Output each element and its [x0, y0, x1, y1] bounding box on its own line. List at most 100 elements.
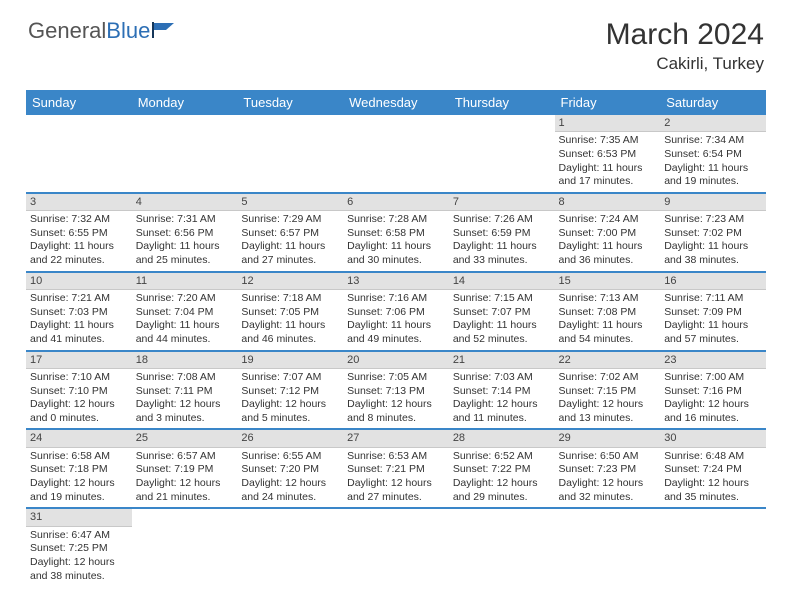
daylight-line: Daylight: 11 hours and 49 minutes.: [347, 319, 445, 346]
day-cell: 18Sunrise: 7:08 AMSunset: 7:11 PMDayligh…: [132, 351, 238, 430]
daylight-line: Daylight: 12 hours and 13 minutes.: [559, 398, 657, 425]
daylight-line: Daylight: 12 hours and 5 minutes.: [241, 398, 339, 425]
sunrise-line: Sunrise: 7:15 AM: [453, 292, 551, 306]
sunset-line: Sunset: 7:18 PM: [30, 463, 128, 477]
calendar-table: SundayMondayTuesdayWednesdayThursdayFrid…: [26, 90, 766, 586]
logo-text-second: Blue: [106, 18, 150, 44]
day-details: Sunrise: 7:05 AMSunset: 7:13 PMDaylight:…: [343, 369, 449, 429]
sunrise-line: Sunrise: 7:05 AM: [347, 371, 445, 385]
sunrise-line: Sunrise: 7:18 AM: [241, 292, 339, 306]
sunset-line: Sunset: 7:15 PM: [559, 385, 657, 399]
day-number: 4: [132, 194, 238, 211]
sunrise-line: Sunrise: 6:57 AM: [136, 450, 234, 464]
location: Cakirli, Turkey: [606, 54, 764, 74]
day-number: 18: [132, 352, 238, 369]
sunrise-line: Sunrise: 7:02 AM: [559, 371, 657, 385]
day-number: 30: [660, 430, 766, 447]
day-cell: 12Sunrise: 7:18 AMSunset: 7:05 PMDayligh…: [237, 272, 343, 351]
day-cell: 16Sunrise: 7:11 AMSunset: 7:09 PMDayligh…: [660, 272, 766, 351]
sunrise-line: Sunrise: 7:08 AM: [136, 371, 234, 385]
sunrise-line: Sunrise: 7:21 AM: [30, 292, 128, 306]
day-cell: [449, 508, 555, 586]
sunrise-line: Sunrise: 7:31 AM: [136, 213, 234, 227]
sunrise-line: Sunrise: 6:52 AM: [453, 450, 551, 464]
day-cell: 25Sunrise: 6:57 AMSunset: 7:19 PMDayligh…: [132, 429, 238, 508]
daylight-line: Daylight: 11 hours and 22 minutes.: [30, 240, 128, 267]
day-cell: 8Sunrise: 7:24 AMSunset: 7:00 PMDaylight…: [555, 193, 661, 272]
day-cell: 24Sunrise: 6:58 AMSunset: 7:18 PMDayligh…: [26, 429, 132, 508]
day-cell: [555, 508, 661, 586]
sunrise-line: Sunrise: 6:48 AM: [664, 450, 762, 464]
sunset-line: Sunset: 7:22 PM: [453, 463, 551, 477]
day-details: Sunrise: 7:18 AMSunset: 7:05 PMDaylight:…: [237, 290, 343, 350]
day-header: Thursday: [449, 90, 555, 115]
calendar-body: 1Sunrise: 7:35 AMSunset: 6:53 PMDaylight…: [26, 115, 766, 586]
month-title: March 2024: [606, 18, 764, 52]
day-cell: [237, 508, 343, 586]
day-details: Sunrise: 7:34 AMSunset: 6:54 PMDaylight:…: [660, 132, 766, 192]
daylight-line: Daylight: 12 hours and 29 minutes.: [453, 477, 551, 504]
day-details: Sunrise: 7:29 AMSunset: 6:57 PMDaylight:…: [237, 211, 343, 271]
daylight-line: Daylight: 11 hours and 46 minutes.: [241, 319, 339, 346]
day-number: 19: [237, 352, 343, 369]
sunrise-line: Sunrise: 7:13 AM: [559, 292, 657, 306]
day-header: Tuesday: [237, 90, 343, 115]
day-details: Sunrise: 6:58 AMSunset: 7:18 PMDaylight:…: [26, 448, 132, 508]
day-cell: [449, 115, 555, 193]
day-number: 28: [449, 430, 555, 447]
day-cell: 15Sunrise: 7:13 AMSunset: 7:08 PMDayligh…: [555, 272, 661, 351]
sunset-line: Sunset: 7:14 PM: [453, 385, 551, 399]
sunset-line: Sunset: 7:04 PM: [136, 306, 234, 320]
day-details: Sunrise: 6:52 AMSunset: 7:22 PMDaylight:…: [449, 448, 555, 508]
day-cell: 1Sunrise: 7:35 AMSunset: 6:53 PMDaylight…: [555, 115, 661, 193]
logo-text-first: General: [28, 18, 106, 44]
day-number: 15: [555, 273, 661, 290]
daylight-line: Daylight: 12 hours and 11 minutes.: [453, 398, 551, 425]
day-details: Sunrise: 7:07 AMSunset: 7:12 PMDaylight:…: [237, 369, 343, 429]
daylight-line: Daylight: 12 hours and 8 minutes.: [347, 398, 445, 425]
day-number: 6: [343, 194, 449, 211]
daylight-line: Daylight: 11 hours and 27 minutes.: [241, 240, 339, 267]
day-cell: 28Sunrise: 6:52 AMSunset: 7:22 PMDayligh…: [449, 429, 555, 508]
day-number: 23: [660, 352, 766, 369]
daylight-line: Daylight: 11 hours and 41 minutes.: [30, 319, 128, 346]
day-details: Sunrise: 6:47 AMSunset: 7:25 PMDaylight:…: [26, 527, 132, 587]
day-details: Sunrise: 7:08 AMSunset: 7:11 PMDaylight:…: [132, 369, 238, 429]
sunset-line: Sunset: 7:21 PM: [347, 463, 445, 477]
daylight-line: Daylight: 12 hours and 21 minutes.: [136, 477, 234, 504]
sunset-line: Sunset: 6:54 PM: [664, 148, 762, 162]
day-number: 24: [26, 430, 132, 447]
daylight-line: Daylight: 12 hours and 24 minutes.: [241, 477, 339, 504]
day-number: 16: [660, 273, 766, 290]
day-number: 26: [237, 430, 343, 447]
sunrise-line: Sunrise: 7:26 AM: [453, 213, 551, 227]
week-row: 10Sunrise: 7:21 AMSunset: 7:03 PMDayligh…: [26, 272, 766, 351]
week-row: 3Sunrise: 7:32 AMSunset: 6:55 PMDaylight…: [26, 193, 766, 272]
day-number: 27: [343, 430, 449, 447]
sunset-line: Sunset: 6:58 PM: [347, 227, 445, 241]
day-cell: 21Sunrise: 7:03 AMSunset: 7:14 PMDayligh…: [449, 351, 555, 430]
sunrise-line: Sunrise: 7:24 AM: [559, 213, 657, 227]
day-number: 1: [555, 115, 661, 132]
day-header: Monday: [132, 90, 238, 115]
day-details: Sunrise: 7:28 AMSunset: 6:58 PMDaylight:…: [343, 211, 449, 271]
sunset-line: Sunset: 7:13 PM: [347, 385, 445, 399]
sunset-line: Sunset: 7:05 PM: [241, 306, 339, 320]
day-details: Sunrise: 7:10 AMSunset: 7:10 PMDaylight:…: [26, 369, 132, 429]
day-cell: 31Sunrise: 6:47 AMSunset: 7:25 PMDayligh…: [26, 508, 132, 586]
day-number: 2: [660, 115, 766, 132]
daylight-line: Daylight: 12 hours and 32 minutes.: [559, 477, 657, 504]
sunset-line: Sunset: 7:19 PM: [136, 463, 234, 477]
daylight-line: Daylight: 11 hours and 19 minutes.: [664, 162, 762, 189]
sunrise-line: Sunrise: 7:23 AM: [664, 213, 762, 227]
daylight-line: Daylight: 11 hours and 30 minutes.: [347, 240, 445, 267]
daylight-line: Daylight: 12 hours and 16 minutes.: [664, 398, 762, 425]
daylight-line: Daylight: 11 hours and 38 minutes.: [664, 240, 762, 267]
day-cell: 22Sunrise: 7:02 AMSunset: 7:15 PMDayligh…: [555, 351, 661, 430]
day-cell: 26Sunrise: 6:55 AMSunset: 7:20 PMDayligh…: [237, 429, 343, 508]
sunset-line: Sunset: 7:24 PM: [664, 463, 762, 477]
sunrise-line: Sunrise: 7:34 AM: [664, 134, 762, 148]
day-number: 11: [132, 273, 238, 290]
sunset-line: Sunset: 7:12 PM: [241, 385, 339, 399]
day-number: 12: [237, 273, 343, 290]
